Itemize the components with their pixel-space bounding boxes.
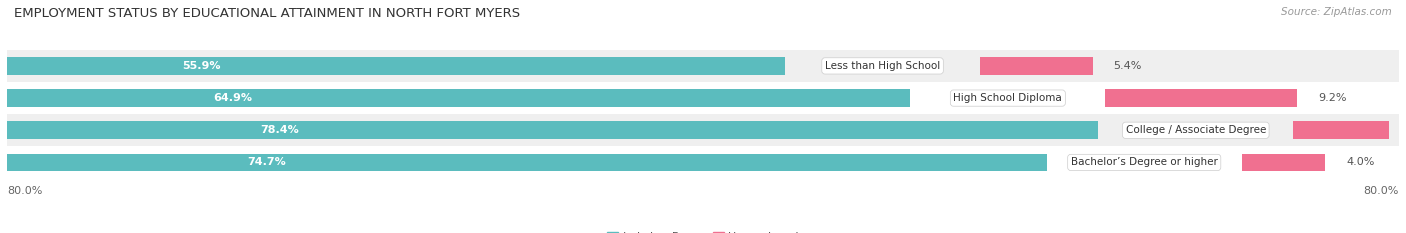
Text: EMPLOYMENT STATUS BY EDUCATIONAL ATTAINMENT IN NORTH FORT MYERS: EMPLOYMENT STATUS BY EDUCATIONAL ATTAINM…: [14, 7, 520, 20]
Text: 5.4%: 5.4%: [1114, 61, 1142, 71]
Text: 55.9%: 55.9%: [183, 61, 221, 71]
Bar: [7, 146, 1399, 178]
Legend: In Labor Force, Unemployed: In Labor Force, Unemployed: [603, 227, 803, 233]
Bar: [1105, 89, 1298, 107]
Bar: [1241, 154, 1326, 171]
Bar: [7, 57, 785, 75]
Bar: [7, 50, 1399, 82]
Text: Less than High School: Less than High School: [825, 61, 941, 71]
Bar: [7, 89, 911, 107]
Bar: [7, 121, 1098, 139]
Text: Source: ZipAtlas.com: Source: ZipAtlas.com: [1281, 7, 1392, 17]
Text: 78.4%: 78.4%: [260, 125, 299, 135]
Bar: [980, 57, 1092, 75]
Text: 9.2%: 9.2%: [1319, 93, 1347, 103]
Text: College / Associate Degree: College / Associate Degree: [1126, 125, 1265, 135]
Text: Bachelor’s Degree or higher: Bachelor’s Degree or higher: [1071, 158, 1218, 168]
Bar: [7, 114, 1399, 146]
Text: 80.0%: 80.0%: [1364, 186, 1399, 195]
Text: 74.7%: 74.7%: [247, 158, 287, 168]
Bar: [1294, 121, 1389, 139]
Text: 64.9%: 64.9%: [214, 93, 252, 103]
Text: 4.0%: 4.0%: [1346, 158, 1375, 168]
Text: High School Diploma: High School Diploma: [953, 93, 1062, 103]
Bar: [7, 154, 1047, 171]
Text: 80.0%: 80.0%: [7, 186, 42, 195]
Bar: [7, 82, 1399, 114]
